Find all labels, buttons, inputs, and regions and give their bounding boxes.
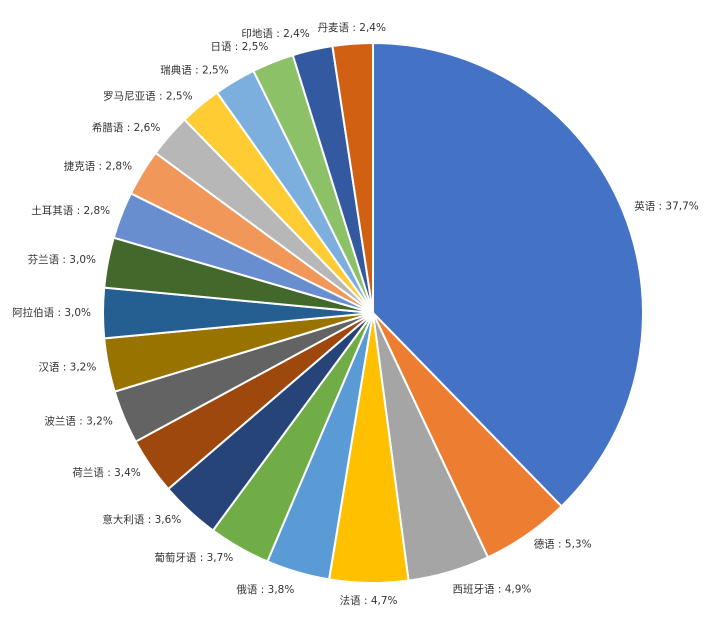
slice-label: 意大利语 : 3,6% [102, 513, 181, 526]
slice-label: 英语 : 37,7% [634, 200, 699, 213]
slice-label: 德语 : 5,3% [534, 538, 592, 551]
pie-slice [372, 41, 644, 508]
slice-label: 罗马尼亚语 : 2,5% [103, 90, 192, 102]
slice-label: 瑞典语 : 2,5% [160, 64, 228, 77]
slice-label: 希腊语 : 2,6% [92, 121, 160, 134]
slice-label: 法语 : 4,7% [340, 594, 398, 607]
slice-label: 阿拉伯语 : 3,0% [12, 306, 91, 319]
slice-label: 土耳其语 : 2,8% [31, 204, 110, 217]
slice-label: 荷兰语 : 3,4% [72, 466, 140, 479]
pie-slice [331, 41, 374, 314]
slice-label: 丹麦语 : 2,4% [318, 22, 386, 34]
slice-label: 芬兰语 : 3,0% [28, 253, 96, 266]
slice-label: 俄语 : 3,8% [236, 584, 294, 596]
slice-label: 汉语 : 3,2% [38, 362, 96, 374]
slice-label: 捷克语 : 2,8% [64, 159, 132, 172]
slice-label: 西班牙语 : 4,9% [453, 584, 532, 596]
slice-label: 葡萄牙语 : 3,7% [154, 551, 233, 564]
slice-label: 印地语 : 2,4% [241, 27, 309, 40]
slice-label: 日语 : 2,5% [210, 41, 268, 53]
slice-label: 波兰语 : 3,2% [44, 415, 112, 428]
